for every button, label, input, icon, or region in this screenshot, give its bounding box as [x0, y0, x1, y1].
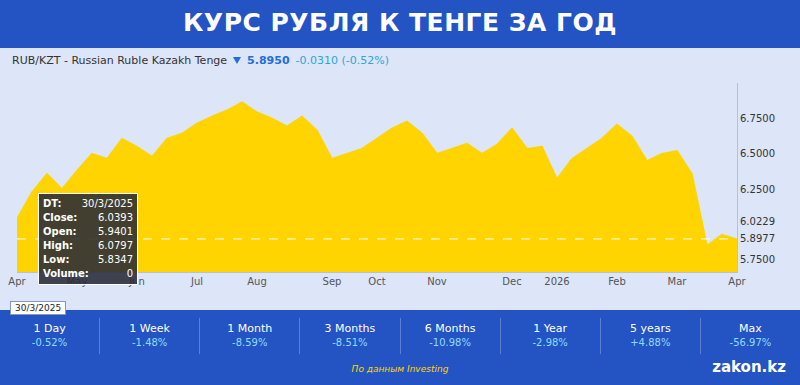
html-text:5.9401: 5.9401 — [98, 226, 133, 237]
svg-text:Apr: Apr — [8, 276, 26, 287]
html-text:-8.59%: -8.59% — [232, 337, 268, 348]
svg-text:Aug: Aug — [247, 276, 267, 287]
html-text:6.0393: 6.0393 — [98, 212, 133, 223]
html-text:Max: Max — [739, 322, 762, 335]
svg-text:5.8977: 5.8977 — [740, 233, 775, 244]
html-text:+4.88%: +4.88% — [630, 337, 671, 348]
html-text:5.8347: 5.8347 — [98, 254, 133, 265]
svg-text:5.7500: 5.7500 — [740, 254, 775, 265]
svg-text:Nov: Nov — [427, 276, 447, 287]
html-text:30/3/2025: 30/3/2025 — [15, 303, 62, 313]
html-text:-2.98%: -2.98% — [532, 337, 568, 348]
svg-text:Oct: Oct — [368, 276, 385, 287]
html-text:5.8950: 5.8950 — [247, 54, 290, 67]
svg-text:Jul: Jul — [190, 276, 203, 287]
html-text:3 Months: 3 Months — [324, 322, 376, 335]
svg-text:6.0229: 6.0229 — [740, 216, 775, 227]
html-text:30/3/2025: 30/3/2025 — [81, 198, 133, 209]
html-text:6.0797: 6.0797 — [98, 240, 133, 251]
svg-text:6.5000: 6.5000 — [740, 148, 775, 159]
html-text:-0.52%: -0.52% — [31, 337, 68, 348]
html-text:0: 0 — [126, 268, 133, 279]
html-text:zakon.kz: zakon.kz — [712, 358, 786, 376]
svg-text:Dec: Dec — [502, 276, 521, 287]
html-text:-56.97%: -56.97% — [729, 337, 772, 348]
html-text:1 Year: 1 Year — [533, 322, 568, 335]
html-text:По данным Investing: По данным Investing — [351, 364, 449, 374]
svg-text:2026: 2026 — [544, 276, 569, 287]
html-text:DT:: DT: — [43, 198, 62, 209]
html-text:Open:: Open: — [43, 226, 77, 237]
html-text:1 Week: 1 Week — [129, 322, 170, 335]
html-text:КУРС РУБЛЯ К ТЕНГЕ ЗА ГОД: КУРС РУБЛЯ К ТЕНГЕ ЗА ГОД — [182, 8, 618, 37]
svg-text:6.2500: 6.2500 — [740, 184, 775, 195]
svg-text:Apr: Apr — [728, 276, 746, 287]
html-text:5 years: 5 years — [629, 322, 671, 335]
html-text:-10.98%: -10.98% — [429, 337, 471, 348]
html-text:Low:: Low: — [43, 254, 70, 265]
html-text:RUB/KZT - Russian Ruble Kazakh: RUB/KZT - Russian Ruble Kazakh Tenge — [12, 54, 228, 67]
html-text:High:: High: — [43, 240, 74, 251]
html-text:-0.0310 (-0.52%): -0.0310 (-0.52%) — [295, 54, 389, 67]
html-text:1 Day: 1 Day — [33, 322, 66, 335]
html-text:6 Months: 6 Months — [424, 322, 476, 335]
html-text:Close:: Close: — [43, 212, 78, 223]
html-text:-8.51%: -8.51% — [332, 337, 368, 348]
svg-text:Sep: Sep — [323, 276, 342, 287]
svg-text:Mar: Mar — [668, 276, 688, 287]
svg-text:6.7500: 6.7500 — [740, 113, 775, 124]
html-text:Volume:: Volume: — [43, 268, 89, 279]
svg-text:Feb: Feb — [608, 276, 626, 287]
html-text:-1.48%: -1.48% — [132, 337, 168, 348]
html-text:1 Month: 1 Month — [227, 322, 273, 335]
